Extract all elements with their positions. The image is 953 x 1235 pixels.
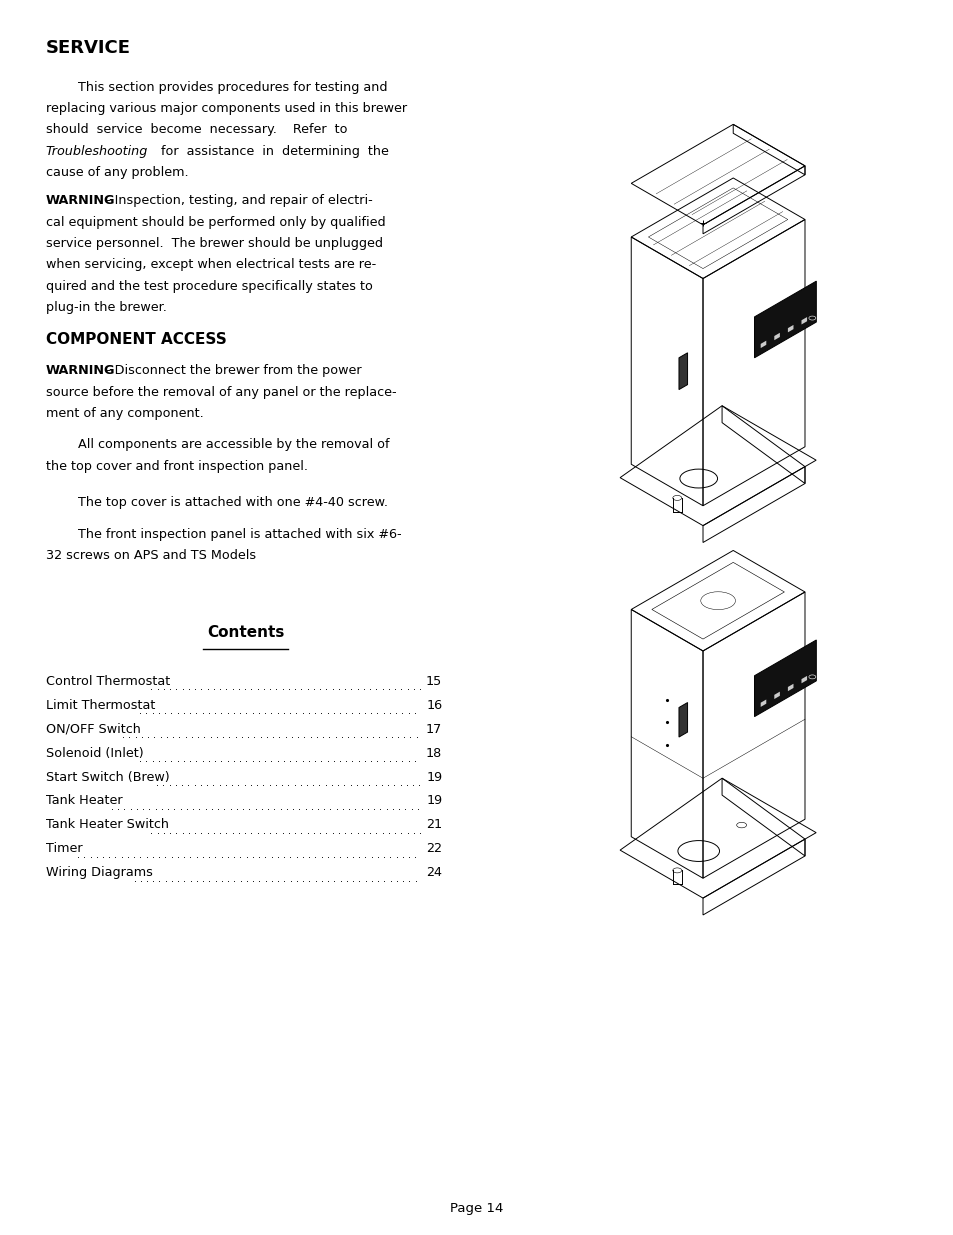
Text: - Disconnect the brewer from the power: - Disconnect the brewer from the power — [102, 364, 361, 377]
Text: quired and the test procedure specifically states to: quired and the test procedure specifical… — [46, 280, 373, 293]
Polygon shape — [679, 353, 687, 389]
Text: Tank Heater Switch: Tank Heater Switch — [46, 819, 169, 831]
Polygon shape — [679, 703, 687, 737]
Text: - Inspection, testing, and repair of electri-: - Inspection, testing, and repair of ele… — [102, 194, 373, 207]
Text: 19: 19 — [426, 794, 442, 808]
Text: when servicing, except when electrical tests are re-: when servicing, except when electrical t… — [46, 258, 375, 272]
Text: 21: 21 — [426, 819, 442, 831]
Text: Wiring Diagrams: Wiring Diagrams — [46, 866, 152, 879]
Text: ment of any component.: ment of any component. — [46, 406, 203, 420]
Text: ON/OFF Switch: ON/OFF Switch — [46, 722, 145, 736]
Text: service personnel.  The brewer should be unplugged: service personnel. The brewer should be … — [46, 237, 382, 249]
Polygon shape — [754, 640, 816, 716]
Text: Tank Heater: Tank Heater — [46, 794, 127, 808]
Text: Contents: Contents — [207, 625, 284, 640]
Text: 32 screws on APS and TS Models: 32 screws on APS and TS Models — [46, 550, 255, 562]
Text: 24: 24 — [426, 866, 442, 879]
Text: The front inspection panel is attached with six #6-: The front inspection panel is attached w… — [46, 527, 401, 541]
Polygon shape — [760, 341, 765, 348]
Text: Page 14: Page 14 — [450, 1203, 503, 1215]
Text: Limit Thermostat: Limit Thermostat — [46, 699, 155, 711]
Text: 15: 15 — [426, 674, 442, 688]
Text: cause of any problem.: cause of any problem. — [46, 165, 189, 179]
Polygon shape — [801, 676, 806, 683]
Text: source before the removal of any panel or the replace-: source before the removal of any panel o… — [46, 385, 396, 399]
Polygon shape — [801, 317, 806, 325]
Text: COMPONENT ACCESS: COMPONENT ACCESS — [46, 332, 226, 347]
Text: replacing various major components used in this brewer: replacing various major components used … — [46, 103, 407, 115]
Text: 18: 18 — [426, 747, 442, 760]
Text: for  assistance  in  determining  the: for assistance in determining the — [156, 144, 388, 158]
Text: cal equipment should be performed only by qualified: cal equipment should be performed only b… — [46, 216, 385, 228]
Polygon shape — [787, 325, 793, 332]
Polygon shape — [754, 282, 816, 358]
Text: the top cover and front inspection panel.: the top cover and front inspection panel… — [46, 459, 308, 473]
Text: 22: 22 — [426, 842, 442, 856]
Text: WARNING: WARNING — [46, 364, 115, 377]
Polygon shape — [774, 692, 779, 699]
Text: Timer: Timer — [46, 842, 82, 856]
Text: SERVICE: SERVICE — [46, 40, 131, 57]
Text: Solenoid (Inlet): Solenoid (Inlet) — [46, 747, 143, 760]
Text: 17: 17 — [426, 722, 442, 736]
Text: 16: 16 — [426, 699, 442, 711]
Text: should  service  become  necessary.    Refer  to: should service become necessary. Refer t… — [46, 124, 347, 136]
Text: The top cover is attached with one #4-40 screw.: The top cover is attached with one #4-40… — [46, 495, 387, 509]
Text: plug-in the brewer.: plug-in the brewer. — [46, 301, 167, 314]
Text: Start Switch (Brew): Start Switch (Brew) — [46, 771, 173, 783]
Polygon shape — [787, 684, 793, 692]
Text: Troubleshooting: Troubleshooting — [46, 144, 148, 158]
Text: Control Thermostat: Control Thermostat — [46, 674, 170, 688]
Polygon shape — [774, 332, 779, 340]
Text: This section provides procedures for testing and: This section provides procedures for tes… — [46, 80, 387, 94]
Polygon shape — [760, 699, 765, 706]
Text: All components are accessible by the removal of: All components are accessible by the rem… — [46, 438, 389, 451]
Text: WARNING: WARNING — [46, 194, 115, 207]
Text: 19: 19 — [426, 771, 442, 783]
